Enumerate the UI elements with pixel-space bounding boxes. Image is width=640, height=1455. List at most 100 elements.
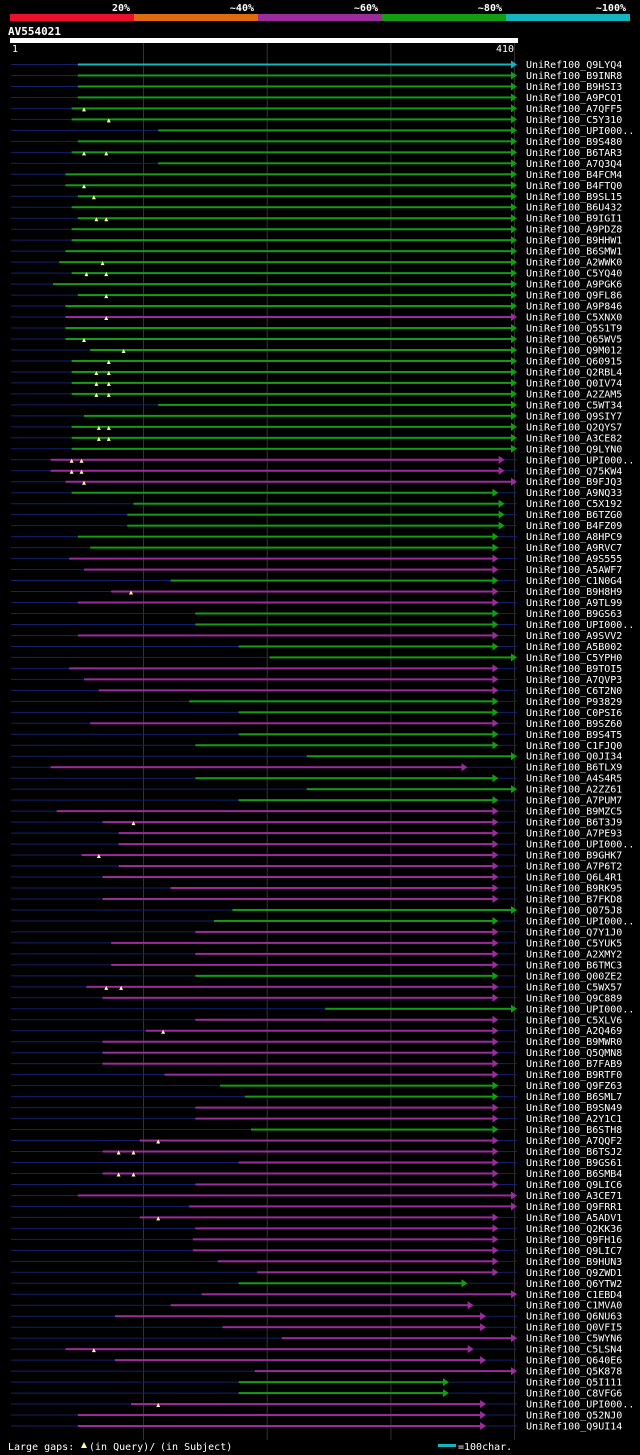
hit-bar — [81, 854, 494, 857]
hit-bar — [77, 294, 512, 297]
hit-bar — [69, 557, 494, 560]
hit-label: UniRef100_A7PUM7 — [526, 796, 622, 807]
hit-row: UniRef100_Q5K878 — [11, 1367, 622, 1378]
hit-row: UniRef100_A5B002 — [11, 642, 622, 653]
hit-bar — [71, 118, 512, 121]
query-gap-icon — [156, 1403, 161, 1408]
hit-rows: UniRef100_Q9LYQ4UniRef100_B9INR8UniRef10… — [11, 60, 634, 1433]
hit-arrow — [492, 708, 499, 717]
hit-label: UniRef100_B9GS61 — [526, 1158, 622, 1169]
query-gap-icon — [104, 316, 109, 321]
hit-label: UniRef100_A9RVC7 — [526, 543, 622, 554]
hit-label: UniRef100_Q2KK36 — [526, 1224, 622, 1235]
hit-arrow — [492, 642, 499, 651]
hit-row: UniRef100_B4FCM4 — [11, 170, 622, 181]
hit-row: UniRef100_A3CE71 — [11, 1191, 622, 1202]
hit-bar — [195, 974, 494, 977]
hit-label: UniRef100_A8HPC9 — [526, 532, 622, 543]
hit-bar — [102, 996, 494, 999]
query-gap-icon — [91, 195, 96, 200]
hit-bar — [114, 1315, 482, 1318]
query-gap-icon — [96, 425, 101, 430]
hit-bar — [77, 1194, 512, 1197]
hit-bar — [111, 941, 494, 944]
hit-bar — [269, 656, 512, 659]
query-gap-icon — [94, 381, 99, 386]
hit-row: UniRef100_A9PDZ8 — [11, 225, 622, 236]
hit-row: UniRef100_B7FKD8 — [11, 894, 622, 905]
hit-arrow — [511, 1202, 517, 1211]
hit-label: UniRef100_UPI000.. — [526, 455, 634, 466]
hit-bar — [71, 151, 512, 154]
hit-arrow — [492, 818, 499, 827]
hit-arrow — [492, 1224, 499, 1233]
hit-row: UniRef100_B6T3J9 — [11, 818, 622, 829]
hit-arrow — [492, 1257, 499, 1266]
hit-bar — [65, 327, 512, 330]
hit-bar — [238, 1282, 463, 1285]
hit-label: UniRef100_A3CE71 — [526, 1191, 622, 1202]
hit-arrow — [467, 1301, 474, 1310]
hit-row: UniRef100_Q9M012 — [11, 345, 622, 356]
hit-row: UniRef100_B9H8H9 — [11, 587, 622, 598]
hit-row: UniRef100_B6SML7 — [11, 1092, 622, 1103]
hit-label: UniRef100_Q9LIC7 — [526, 1246, 622, 1257]
identity-legend: 20% ~40% ~60% ~80% ~100% — [10, 3, 630, 21]
hit-row: UniRef100_C5YPH0 — [11, 653, 622, 664]
hit-bar — [83, 678, 494, 681]
hit-label: UniRef100_C5XNX0 — [526, 313, 622, 324]
hit-row: UniRef100_B6STH8 — [11, 1125, 622, 1136]
query-gap-icon — [96, 854, 101, 859]
hit-label: UniRef100_B9GHK7 — [526, 851, 622, 862]
query-gap-icon — [81, 107, 86, 112]
hit-label: UniRef100_Q5S1T9 — [526, 324, 622, 335]
hit-label: UniRef100_Q52NJ0 — [526, 1411, 622, 1422]
hit-arrow — [492, 949, 499, 958]
hit-label: UniRef100_Q0VFI5 — [526, 1323, 622, 1334]
hit-arrow — [492, 1059, 499, 1068]
query-gap-icon — [81, 1442, 87, 1448]
query-gap-icon — [69, 458, 74, 463]
hit-row: UniRef100_Q6L4R1 — [11, 873, 622, 884]
hit-label: UniRef100_B6TAR3 — [526, 148, 622, 159]
hit-bar — [170, 1304, 469, 1307]
hit-arrow — [511, 258, 517, 267]
hit-row: UniRef100_A7QFF5 — [11, 104, 622, 115]
hit-row: UniRef100_B4FTQ0 — [11, 181, 622, 192]
hit-row: UniRef100_Q5QMN8 — [11, 1048, 622, 1059]
query-gap-icon — [106, 436, 111, 441]
hit-label: UniRef100_A3CE82 — [526, 433, 622, 444]
hit-arrow — [492, 620, 499, 629]
hit-arrow — [511, 324, 517, 333]
query-gap-icon — [100, 261, 105, 266]
hit-row: UniRef100_B6TSJ2 — [11, 1147, 622, 1158]
hit-row: UniRef100_B9SZ60 — [11, 719, 622, 730]
legend-swatch — [258, 14, 382, 21]
hit-arrow — [511, 60, 517, 69]
hit-label: UniRef100_C1MVA0 — [526, 1301, 622, 1312]
ruler-start-label: 1 — [12, 44, 18, 55]
hit-bar — [71, 206, 512, 209]
hit-arrow — [492, 587, 499, 596]
hit-bar — [232, 908, 512, 911]
hit-bar — [195, 1117, 494, 1120]
hit-label: UniRef100_B9HHW1 — [526, 236, 622, 247]
hit-bar — [69, 667, 494, 670]
hit-row: UniRef100_Q0JI34 — [11, 752, 622, 763]
hit-bar — [127, 513, 500, 516]
hit-label: UniRef100_A7Q3Q4 — [526, 159, 622, 170]
query-gap-icon — [104, 217, 109, 222]
hit-bar — [71, 370, 512, 373]
hit-arrow — [480, 1411, 487, 1420]
hit-label: UniRef100_B9RTF0 — [526, 1070, 622, 1081]
hit-bar — [306, 788, 512, 791]
hit-arrow — [480, 1356, 487, 1365]
hit-bar — [222, 1326, 482, 1329]
hit-row: UniRef100_A2Y1C1 — [11, 1114, 622, 1125]
hit-arrow — [492, 719, 499, 728]
hit-bar — [65, 173, 512, 176]
hit-row: UniRef100_C5YQ40 — [11, 269, 622, 280]
hit-label: UniRef100_UPI000.. — [526, 126, 634, 137]
hit-arrow — [511, 433, 517, 442]
